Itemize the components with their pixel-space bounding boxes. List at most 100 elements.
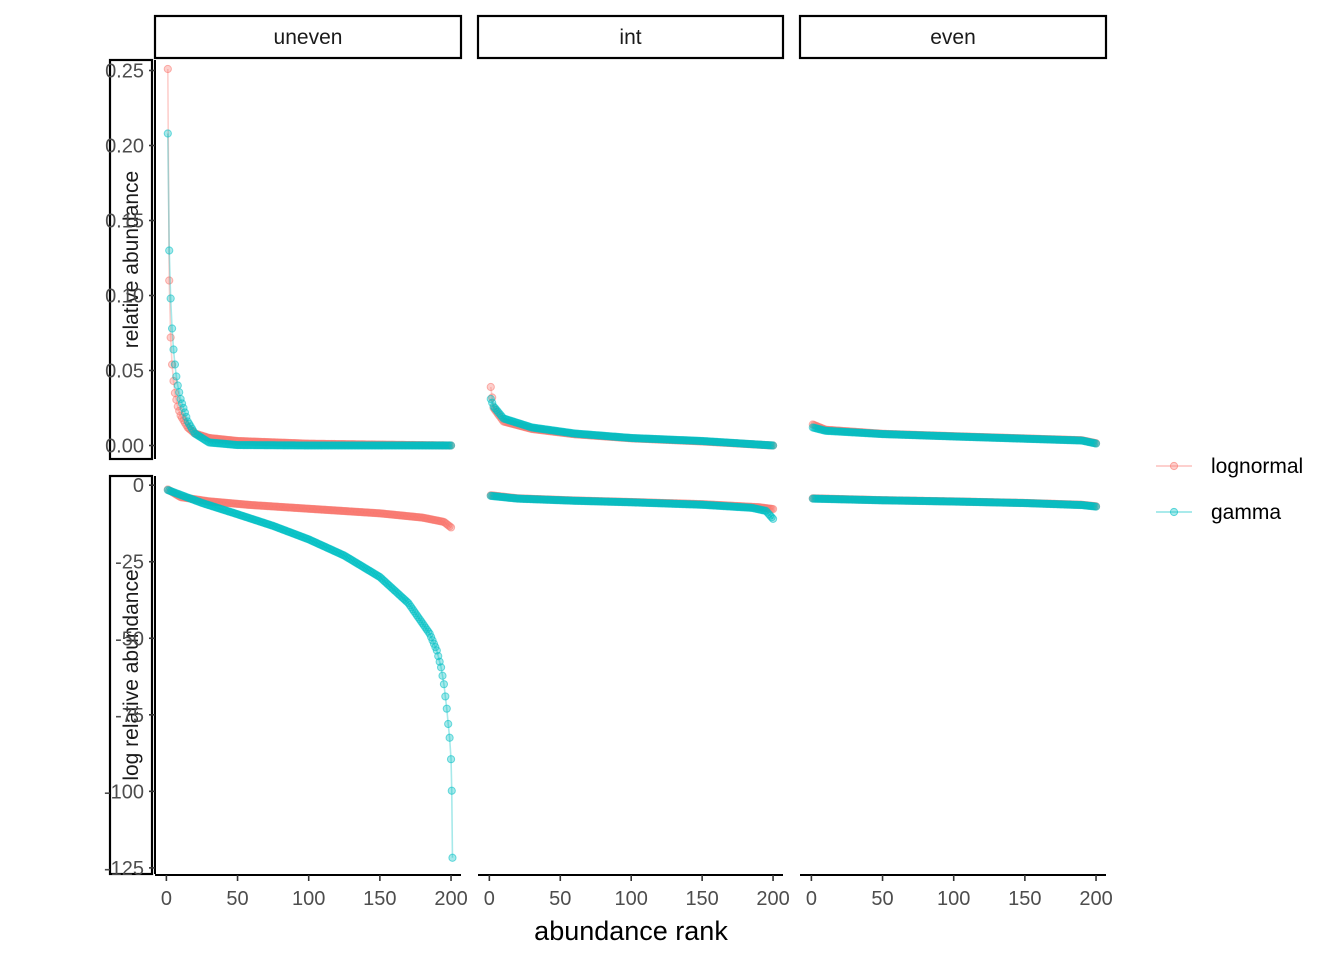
panel-uneven-log	[163, 485, 457, 862]
x-tick-label: 100	[937, 888, 970, 910]
legend-label: lognormal	[1211, 455, 1303, 478]
x-axis: 0 50 100 150 200	[155, 874, 468, 910]
x-tick-label: 50	[871, 888, 893, 910]
y-tick-label: 0	[133, 475, 144, 497]
strip-box	[108, 474, 154, 876]
strip-int: int	[476, 14, 785, 60]
x-axis-title: abundance rank	[534, 916, 728, 946]
data-point	[444, 719, 453, 729]
y-axis: 0 -25 -50 -75 -100 -125	[104, 475, 156, 880]
data-point	[436, 663, 446, 672]
data-point	[768, 514, 778, 523]
data-point	[445, 733, 454, 742]
panel-int-relative	[486, 382, 778, 450]
data-point	[1091, 439, 1101, 448]
x-tick-label: 150	[685, 888, 718, 910]
y-tick-label: -100	[104, 781, 144, 803]
x-tick-label: 50	[549, 888, 571, 910]
data-point	[177, 399, 187, 408]
x-tick-label: 0	[484, 888, 495, 910]
series-gamma	[486, 491, 778, 523]
data-point	[165, 276, 174, 285]
row-strip: log relative abundance	[108, 474, 154, 876]
data-point	[166, 333, 175, 342]
legend-key-point	[1169, 461, 1179, 471]
panel-even-relative	[808, 420, 1101, 448]
plot-panels	[163, 64, 1101, 862]
series-gamma	[486, 394, 778, 450]
data-point	[165, 246, 174, 255]
series-line	[167, 133, 452, 447]
row-strip-label: relative abundance	[120, 171, 143, 348]
strip-label: int	[619, 26, 641, 49]
data-point	[439, 680, 449, 689]
x-tick-label: 0	[806, 888, 817, 910]
data-point	[486, 382, 495, 392]
column-strips: uneven int even	[153, 14, 1108, 60]
x-tick-label: 0	[161, 888, 172, 910]
data-point	[446, 441, 456, 450]
data-point	[446, 755, 456, 764]
data-point	[176, 394, 185, 404]
data-point	[442, 704, 451, 713]
x-tick-label: 200	[756, 888, 789, 910]
data-point	[163, 129, 172, 138]
y-tick-label: 0.20	[105, 136, 144, 158]
series-gamma	[163, 485, 457, 862]
x-axis: 0 50 100 150 200	[800, 874, 1113, 910]
data-point	[173, 381, 182, 390]
y-tick-label: 0.00	[105, 436, 144, 458]
panel-uneven-relative	[163, 64, 456, 450]
data-point	[166, 294, 175, 303]
series-line	[167, 489, 454, 858]
data-point	[447, 786, 456, 795]
y-tick-label: -25	[115, 552, 144, 574]
data-point	[179, 403, 188, 413]
data-point	[441, 692, 450, 701]
series-lognormal	[163, 64, 456, 450]
legend-key-point	[1169, 507, 1179, 517]
x-tick-label: 150	[1008, 888, 1041, 910]
strip-box	[108, 58, 154, 461]
y-tick-label: -75	[115, 705, 144, 727]
data-point	[175, 388, 184, 397]
legend-item-lognormal: lognormal	[1156, 455, 1303, 478]
legend: lognormal gamma	[1156, 455, 1303, 524]
series-gamma	[163, 129, 456, 450]
y-tick-label: -50	[115, 628, 144, 650]
x-tick-label: 50	[226, 888, 248, 910]
data-point	[170, 360, 180, 369]
data-point	[446, 523, 456, 532]
x-tick-label: 100	[292, 888, 325, 910]
strip-box	[798, 14, 1108, 60]
y-tick-label: 0.15	[105, 211, 144, 233]
data-point	[1091, 502, 1101, 511]
data-point	[169, 345, 178, 354]
panel-int-log	[486, 491, 778, 523]
strip-box	[153, 14, 463, 60]
y-tick-label: 0.10	[105, 286, 144, 308]
axes: 0.00 0.05 0.10 0.15 0.20 0.25 0 -25 -50 -75 -100 -1…	[104, 60, 1113, 910]
y-axis: 0.00 0.05 0.10 0.15 0.20 0.25	[105, 60, 156, 459]
row-strip-label: log relative abundance	[120, 569, 143, 780]
series-gamma	[808, 423, 1101, 448]
strip-label: uneven	[274, 26, 343, 49]
legend-item-gamma: gamma	[1156, 501, 1281, 524]
series-gamma	[808, 494, 1101, 511]
strip-label: even	[930, 26, 976, 49]
data-point	[448, 853, 457, 862]
strip-even: even	[798, 14, 1108, 60]
y-tick-label: -125	[104, 858, 144, 880]
strip-uneven: uneven	[153, 14, 463, 60]
legend-label: gamma	[1211, 501, 1281, 524]
data-point	[438, 671, 447, 680]
data-point	[768, 441, 778, 450]
y-tick-label: 0.05	[105, 361, 144, 383]
x-axis: 0 50 100 150 200	[478, 874, 790, 910]
x-tick-label: 200	[1079, 888, 1112, 910]
series-line	[167, 68, 452, 447]
data-point	[172, 372, 181, 381]
row-strips: relative abundance log relative abundance	[108, 58, 154, 876]
data-point	[182, 412, 191, 422]
